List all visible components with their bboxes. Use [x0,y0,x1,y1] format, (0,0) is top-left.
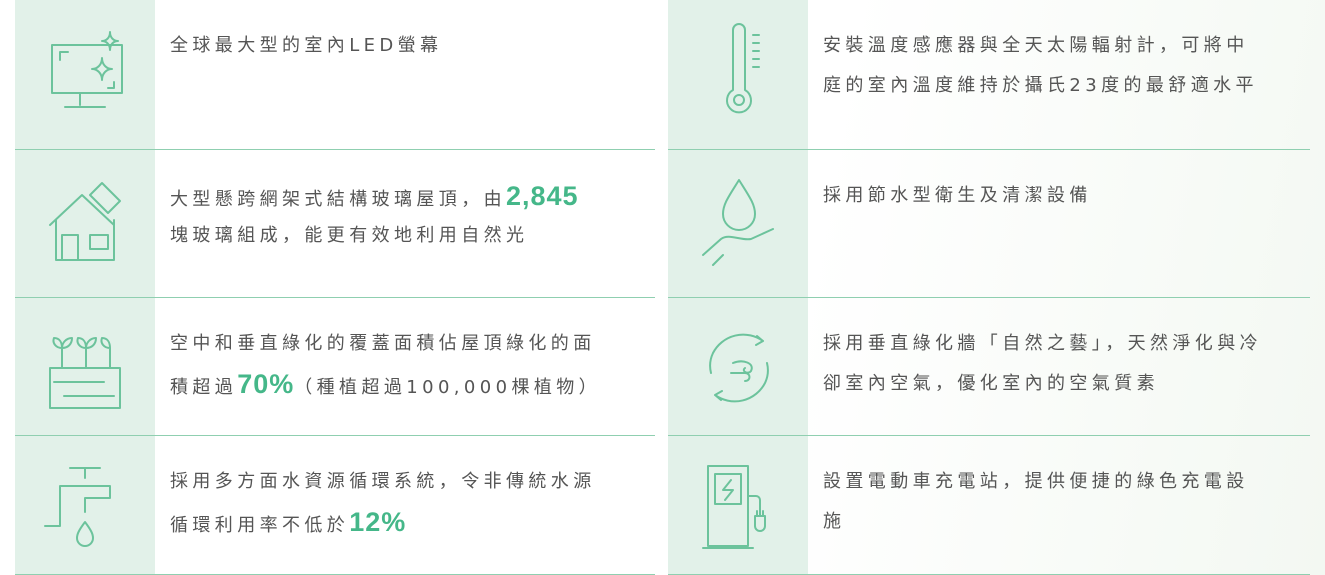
text: 庭的室內溫度維持於攝氏23度的最舒適水平 [823,75,1258,96]
feature-text: 全球最大型的室內LED螢幕 [170,26,442,66]
icon-panel [15,298,155,435]
icon-panel [668,298,808,435]
text-line: 塊玻璃組成，能更有效地利用自然光 [170,216,579,256]
text: 設置電動車充電站，提供便捷的綠色充電設 [823,471,1249,492]
text-line: 全球最大型的室內LED螢幕 [170,26,442,66]
feature-row: 全球最大型的室內LED螢幕 [15,0,655,150]
feature-row: 採用垂直綠化牆「自然之藝」，天然淨化與冷 卻室內空氣，優化室內的空氣質素 [668,298,1310,436]
text-line: 積超過70%（種植超過100,000棵植物） [170,364,601,404]
icon-panel [668,150,808,297]
icon-panel [668,0,808,149]
text: 積超過 [170,377,238,398]
icon [49,337,121,409]
highlight-number: 12% [349,507,407,537]
feature-row: 安裝溫度感應器與全天太陽輻射計，可將中 庭的室內溫度維持於攝氏23度的最舒適水平 [668,0,1310,150]
highlight-number: 2,845 [506,181,579,211]
text: 採用垂直綠化牆「自然之藝」，天然淨化與冷 [823,333,1262,354]
text-line: 庭的室內溫度維持於攝氏23度的最舒適水平 [823,66,1258,106]
feature-text: 大型懸跨網架式結構玻璃屋頂，由2,845 塊玻璃組成，能更有效地利用自然光 [170,176,579,256]
text: 大型懸跨網架式結構玻璃屋頂，由 [170,189,506,210]
feature-text: 空中和垂直綠化的覆蓋面積佔屋頂綠化的面 積超過70%（種植超過100,000棵植物… [170,324,601,404]
feature-row: 大型懸跨網架式結構玻璃屋頂，由2,845 塊玻璃組成，能更有效地利用自然光 [15,150,655,298]
text-line: 設置電動車充電站，提供便捷的綠色充電設 [823,462,1249,502]
text: 塊玻璃組成，能更有效地利用自然光 [170,225,529,246]
icon [51,31,123,108]
feature-row: 採用節水型衛生及清潔設備 [668,150,1310,298]
icon [709,333,769,403]
text-line: 空中和垂直綠化的覆蓋面積佔屋頂綠化的面 [170,324,601,364]
text-line: 採用節水型衛生及清潔設備 [823,176,1092,216]
text-line: 採用垂直綠化牆「自然之藝」，天然淨化與冷 [823,324,1262,364]
text: 全球最大型的室內LED螢幕 [170,35,443,56]
text-line: 循環利用率不低於12% [170,502,596,542]
icon [44,467,111,547]
feature-row: 空中和垂直綠化的覆蓋面積佔屋頂綠化的面 積超過70%（種植超過100,000棵植物… [15,298,655,436]
text: 施 [823,511,846,532]
icon [702,179,774,266]
icon-panel [15,436,155,574]
feature-row: 設置電動車充電站，提供便捷的綠色充電設施 [668,436,1310,575]
text-line: 卻室內空氣，優化室內的空氣質素 [823,364,1262,404]
icon [726,23,760,114]
text: 安裝溫度感應器與全天太陽輻射計，可將中 [823,35,1249,56]
feature-text: 採用垂直綠化牆「自然之藝」，天然淨化與冷 卻室內空氣，優化室內的空氣質素 [823,324,1262,404]
text-line: 採用多方面水資源循環系統，令非傳統水源 [170,462,596,502]
text: 採用節水型衛生及清潔設備 [823,185,1092,206]
feature-text: 設置電動車充電站，提供便捷的綠色充電設施 [823,462,1249,542]
icon-panel [15,0,155,149]
text: 空中和垂直綠化的覆蓋面積佔屋頂綠化的面 [170,333,596,354]
highlight-number: 70% [237,369,295,399]
text-line: 大型懸跨網架式結構玻璃屋頂，由2,845 [170,176,579,216]
text-line: 施 [823,502,1249,542]
icon [702,465,766,549]
text-line: 安裝溫度感應器與全天太陽輻射計，可將中 [823,26,1258,66]
feature-text: 採用多方面水資源循環系統，令非傳統水源 循環利用率不低於12% [170,462,596,542]
feature-text: 安裝溫度感應器與全天太陽輻射計，可將中 庭的室內溫度維持於攝氏23度的最舒適水平 [823,26,1258,106]
text: 採用多方面水資源循環系統，令非傳統水源 [170,471,596,492]
text: 循環利用率不低於 [170,515,350,536]
icon-panel [668,436,808,574]
icon [49,182,121,261]
feature-row: 採用多方面水資源循環系統，令非傳統水源 循環利用率不低於12% [15,436,655,575]
icon-panel [15,150,155,297]
feature-text: 採用節水型衛生及清潔設備 [823,176,1092,216]
text: （種植超過100,000棵植物） [294,377,602,398]
text: 卻室內空氣，優化室內的空氣質素 [823,373,1159,394]
